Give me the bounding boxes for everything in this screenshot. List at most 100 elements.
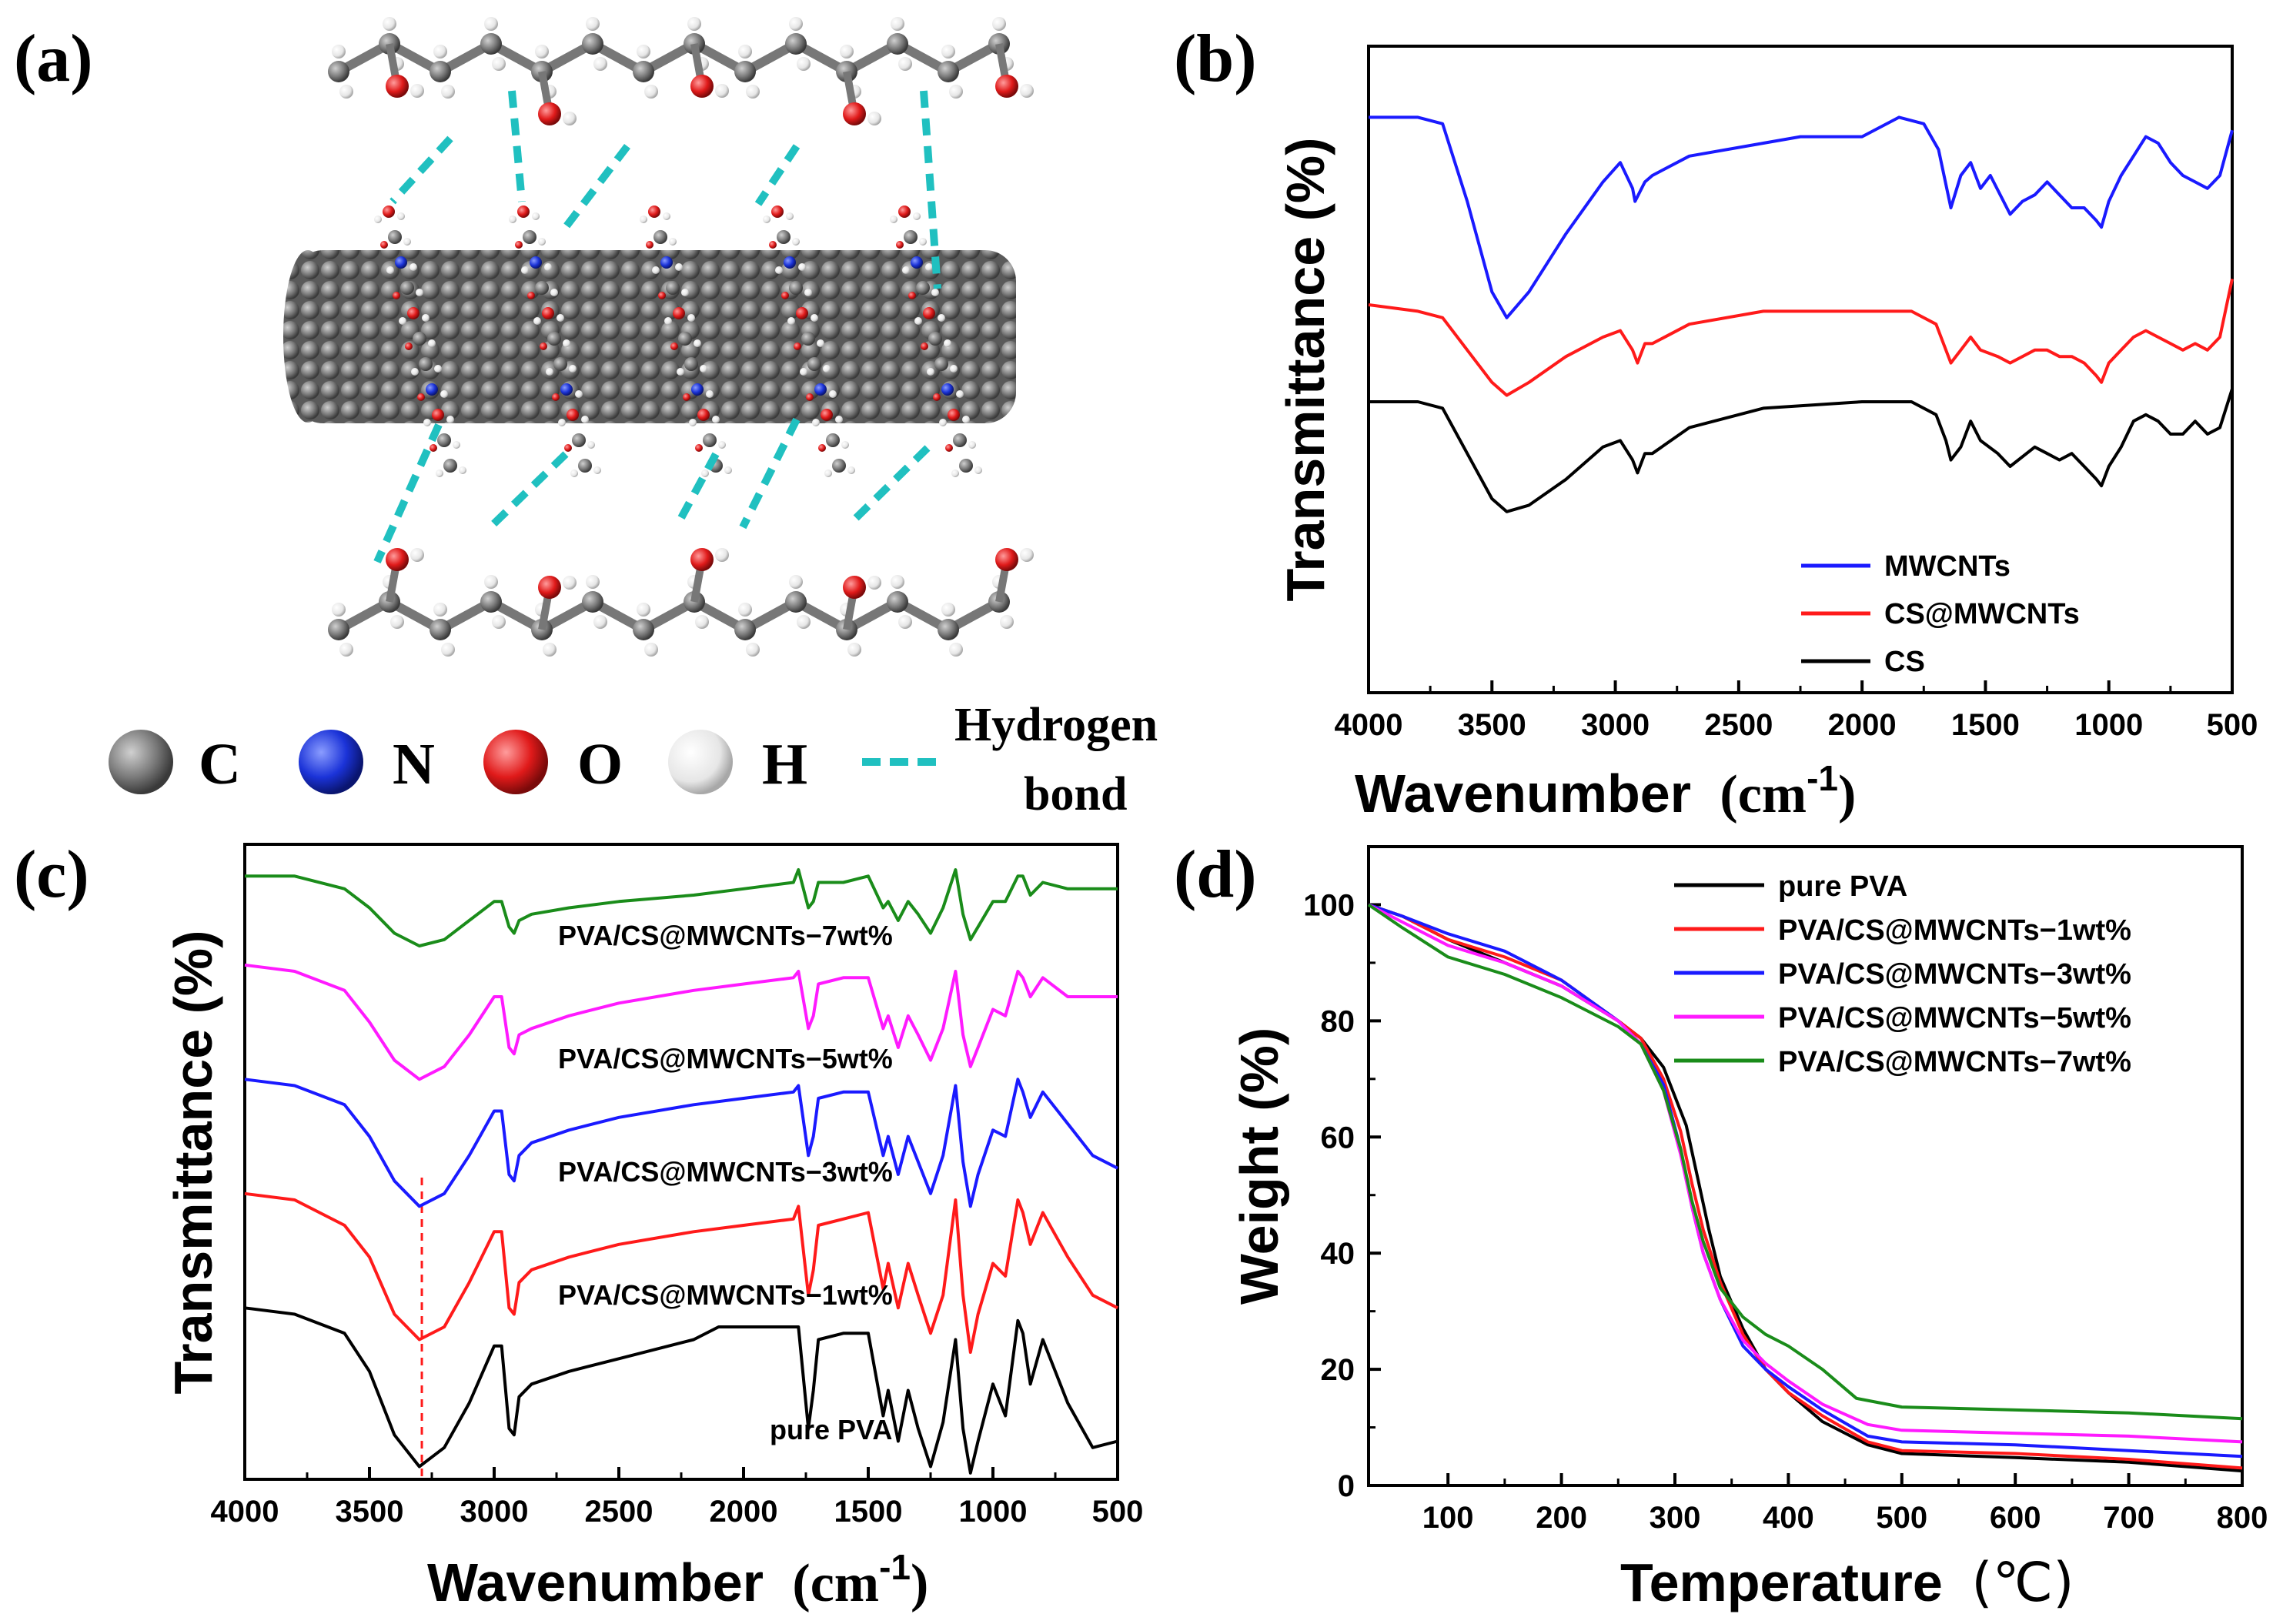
panel-c-series xyxy=(244,868,1118,1475)
chitosan-2-side-4 xyxy=(664,317,672,325)
bottom-h-bot-5 xyxy=(593,615,607,629)
chitosan-1-atom-0 xyxy=(517,206,530,218)
pva-chain-top xyxy=(328,17,1034,125)
chitosan-4-atom-3 xyxy=(916,281,930,295)
top-o-1 xyxy=(386,75,409,98)
chitosan-2-h-2 xyxy=(675,263,683,271)
chitosan-3-atom-0 xyxy=(771,206,784,218)
top-h-bot-2 xyxy=(441,85,455,99)
panel-c-annotation-pva-cs-mwcnts-1wt: PVA/CS@MWCNTs−1wt% xyxy=(558,1279,893,1311)
top-o-7 xyxy=(690,75,714,98)
bottom-c-5 xyxy=(582,591,603,613)
chitosan-3-side-5 xyxy=(794,343,801,350)
bottom-h-bot-9 xyxy=(797,615,811,629)
chitosan-2-side-2 xyxy=(652,266,660,274)
chitosan-1-atom-5 xyxy=(547,332,561,346)
chitosan-2-h-1 xyxy=(669,238,677,246)
chitosan-2-side-7 xyxy=(683,393,690,401)
chitosan-4-atom-7 xyxy=(941,383,954,396)
top-h-top-13 xyxy=(992,17,1006,31)
chitosan-0-atom-7 xyxy=(426,383,438,396)
panel-c-label: (c) xyxy=(14,837,89,912)
chitosan-4-side-2 xyxy=(902,266,910,274)
bottom-h-top-11 xyxy=(891,575,904,589)
top-h-top-9 xyxy=(789,17,803,31)
bottom-h-top-8 xyxy=(738,603,752,617)
top-c-11 xyxy=(887,33,908,55)
chitosan-4-side-9 xyxy=(945,444,953,452)
panel-c-ticks: 4000 3500 3000 2500 2000 1500 1000 500 xyxy=(211,1467,1143,1529)
chitosan-3-h-4 xyxy=(811,314,818,322)
panel-d-ytick-label-60: 60 xyxy=(1321,1121,1355,1155)
chitosan-0-h-8 xyxy=(446,416,454,423)
chitosan-3-atom-5 xyxy=(801,332,815,346)
chitosan-1-h-8 xyxy=(581,416,589,423)
chitosan-0-atom-10 xyxy=(443,459,457,473)
chitosan-4-atom-1 xyxy=(904,230,918,244)
chitosan-2-h-4 xyxy=(687,314,695,322)
chitosan-3-h-6 xyxy=(823,365,831,373)
chitosan-0-h-2 xyxy=(409,263,417,271)
chitosan-4-atom-0 xyxy=(898,206,911,218)
chitosan-0-atom-2 xyxy=(395,256,407,269)
chitosan-4-side-1 xyxy=(896,241,904,249)
chitosan-4-h-9 xyxy=(968,441,976,449)
panel-b-xtick-label-3500: 3500 xyxy=(1458,708,1526,742)
chitosan-1-atom-8 xyxy=(567,409,579,421)
top-h-bot-3 xyxy=(492,57,506,71)
bottom-h-top-9 xyxy=(789,575,803,589)
chitosan-2-atom-5 xyxy=(678,332,692,346)
panel-b-xunit-base: (cm xyxy=(1720,765,1807,824)
panel-d-xtick-label-700: 700 xyxy=(2103,1501,2154,1535)
chitosan-1-side-2 xyxy=(521,266,529,274)
bottom-o-4 xyxy=(538,576,561,599)
bottom-h-bot-7 xyxy=(695,615,709,629)
mwcnt-tube xyxy=(283,250,1016,423)
chitosan-1-side-10 xyxy=(570,469,578,477)
panel-c-xtick-label-2000: 2000 xyxy=(710,1495,778,1529)
chitosan-0-side-2 xyxy=(386,266,394,274)
panel-b-ylabel: Transmittance (%) xyxy=(1275,138,1335,602)
top-c-9 xyxy=(785,33,807,55)
top-h-bot-5 xyxy=(593,57,607,71)
chitosan-1-side-8 xyxy=(558,419,566,426)
chitosan-1-h-2 xyxy=(544,263,552,271)
chitosan-0-h-6 xyxy=(434,365,442,373)
panel-b-xtick-label-1000: 1000 xyxy=(2074,708,2143,742)
panel-c-annotation-pure-pva: pure PVA xyxy=(770,1414,892,1445)
chitosan-2-h-10 xyxy=(724,466,732,474)
chitosan-3-side-1 xyxy=(769,241,777,249)
top-h-top-0 xyxy=(332,45,346,58)
chitosan-1-atom-10 xyxy=(578,459,592,473)
chitosan-1-h-6 xyxy=(569,365,577,373)
chitosan-3-side-10 xyxy=(824,469,832,477)
chitosan-1-h-5 xyxy=(563,339,570,347)
bottom-c-12 xyxy=(938,619,959,640)
panel-c-annotation-pva-cs-mwcnts-3wt: PVA/CS@MWCNTs−3wt% xyxy=(558,1156,893,1188)
chitosan-4-side-7 xyxy=(933,393,941,401)
bottom-h-bot-13 xyxy=(1000,615,1014,629)
top-h-top-1 xyxy=(383,17,396,31)
chitosan-4-h-6 xyxy=(950,365,958,373)
chitosan-1-side-5 xyxy=(540,343,547,350)
panel-d-plot-frame xyxy=(1367,845,2244,1487)
chitosan-2-side-0 xyxy=(640,216,647,223)
top-h-top-8 xyxy=(738,45,752,58)
chitosan-0-h-9 xyxy=(453,441,460,449)
bottom-h-bot-0 xyxy=(339,643,353,657)
chitosan-0-side-3 xyxy=(393,292,400,299)
top-h-top-5 xyxy=(586,17,600,31)
chitosan-1-h-3 xyxy=(550,289,558,296)
top-c-3 xyxy=(480,33,502,55)
panel-d-ytick-label-80: 80 xyxy=(1321,1004,1355,1038)
chitosan-1-atom-2 xyxy=(530,256,542,269)
bottom-h-bot-10 xyxy=(847,643,861,657)
bottom-o-7 xyxy=(690,548,714,571)
panel-b-xlabel: Wavenumber (cm-1) xyxy=(1355,758,1856,824)
chitosan-3-atom-4 xyxy=(796,307,808,319)
chitosan-2-atom-1 xyxy=(653,230,667,244)
bottom-o-10 xyxy=(843,576,866,599)
chitosan-3-atom-2 xyxy=(784,256,796,269)
chitosan-0-h-1 xyxy=(403,238,411,246)
chitosan-3-side-8 xyxy=(812,419,820,426)
